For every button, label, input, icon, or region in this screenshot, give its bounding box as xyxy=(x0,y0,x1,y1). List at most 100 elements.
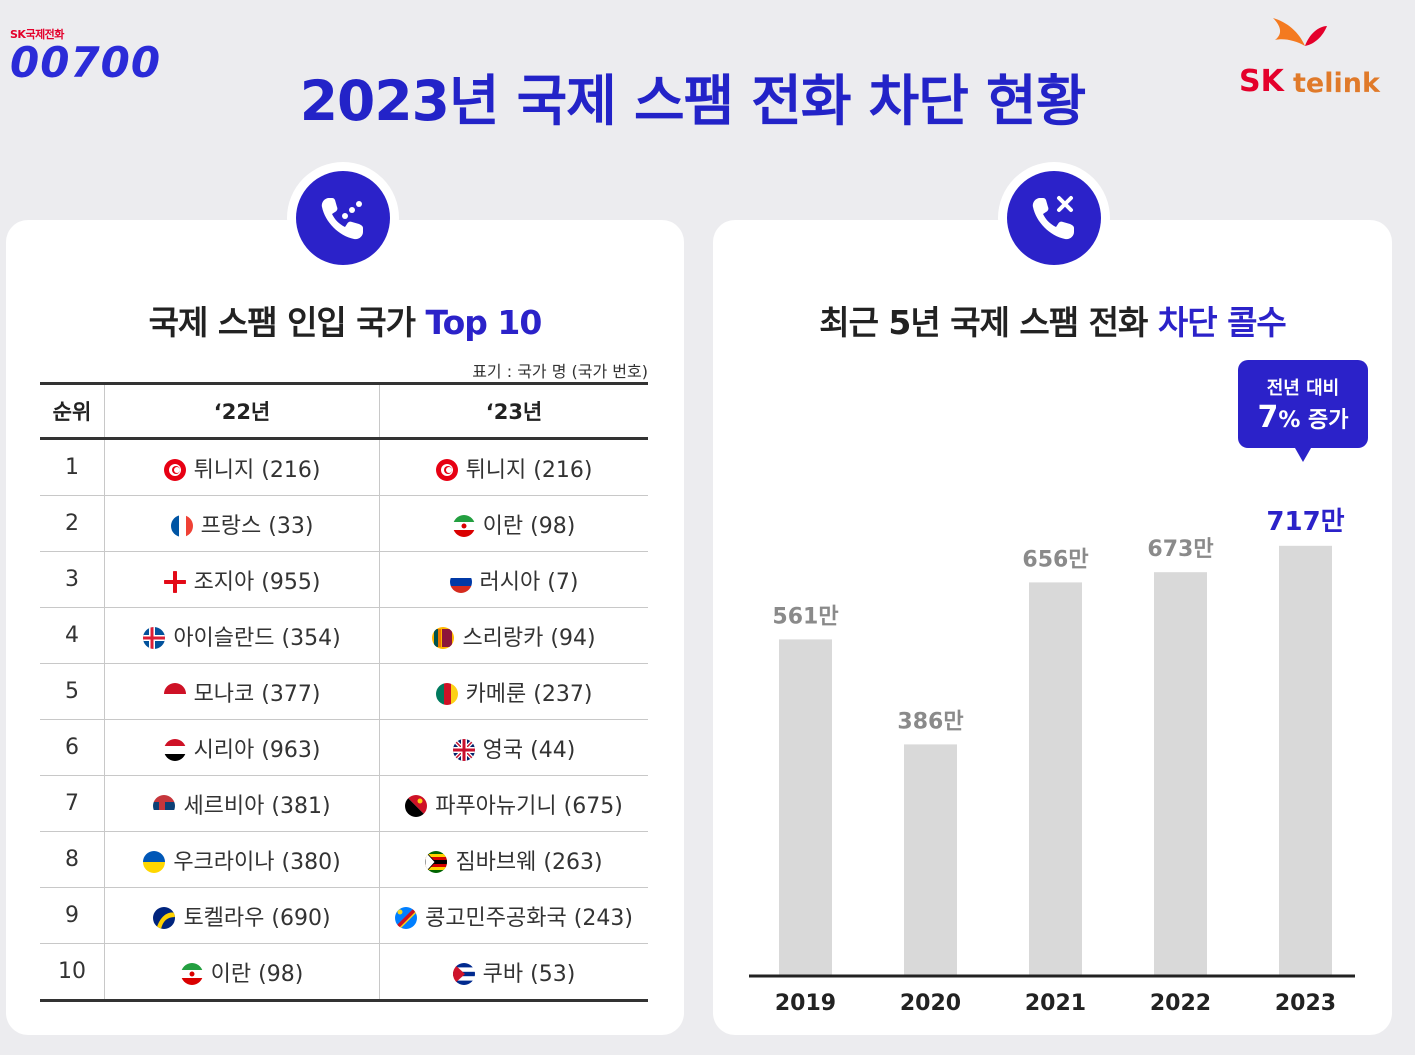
bar-2022 xyxy=(1154,572,1207,976)
data-label-2020: 386만 xyxy=(897,709,963,734)
table-row: 5 모나코 (377) 카메룬 (237) xyxy=(40,663,648,720)
country-2023-label: 파푸아뉴기니 (675) xyxy=(435,793,623,819)
country-2022-label: 토켈라우 (690) xyxy=(183,905,331,931)
phone-dots-icon xyxy=(321,198,363,240)
phone-dots-badge xyxy=(287,162,399,274)
phone-blocked-icon xyxy=(1032,196,1074,240)
country-2022-cell: 세르비아 (381) xyxy=(104,775,380,832)
ukraine-flag-icon xyxy=(143,850,166,873)
country-2022-cell: 시리아 (963) xyxy=(104,719,380,776)
bar-2023 xyxy=(1279,545,1332,976)
notation-note: 표기 : 국가 명 (국가 번호) xyxy=(472,362,648,381)
russia-flag-icon xyxy=(449,570,472,593)
country-2022-label: 이란 (98) xyxy=(210,961,304,987)
rank-cell: 3 xyxy=(40,551,105,608)
brand-telink-text: telink xyxy=(1293,68,1380,99)
rank-cell: 2 xyxy=(40,495,105,552)
callout-pct: 7 xyxy=(1257,400,1279,435)
country-2023-label: 카메룬 (237) xyxy=(465,681,593,707)
country-2022-cell: 토켈라우 (690) xyxy=(104,887,380,944)
country-2023-label: 이란 (98) xyxy=(482,513,576,539)
bar-2019 xyxy=(779,639,832,976)
table-row: 7 세르비아 (381) 파푸아뉴기니 (675) xyxy=(40,775,648,832)
page-title: 2023년 국제 스팸 전화 차단 현황 xyxy=(299,69,1086,133)
blocked-title-main: 최근 5년 국제 스팸 전화 xyxy=(819,303,1158,342)
brand-number: 00700 xyxy=(10,38,162,87)
top10-title: 국제 스팸 인입 국가 Top 10 xyxy=(6,296,684,344)
ranking-header-row: 순위 ‘22년 ‘23년 xyxy=(40,382,648,440)
table-row: 2 프랑스 (33) 이란 (98) xyxy=(40,495,648,552)
header-2022: ‘22년 xyxy=(104,382,380,440)
country-2023-cell: 카메룬 (237) xyxy=(379,663,648,720)
bar-2021 xyxy=(1029,582,1082,976)
tunisia-flag-icon xyxy=(435,458,458,481)
country-2023-cell: 쿠바 (53) xyxy=(379,943,648,1002)
zimbabwe-flag-icon xyxy=(425,850,448,873)
brand-sk-text: SK xyxy=(1239,64,1284,99)
table-row: 8 우크라이나 (380) 짐바브웨 (263) xyxy=(40,831,648,888)
country-2023-cell: 콩고민주공화국 (243) xyxy=(379,887,648,944)
png-flag-icon xyxy=(405,794,428,817)
country-2023-cell: 파푸아뉴기니 (675) xyxy=(379,775,648,832)
blocked-calls-bar-chart: 561만 2019 386만 2020 656만 2021 673만 2022 717만 2023 xyxy=(749,507,1355,1016)
header-rank: 순위 xyxy=(40,382,105,440)
rank-cell: 4 xyxy=(40,607,105,664)
callout-line1: 전년 대비 xyxy=(1266,378,1340,399)
country-2023-label: 튀니지 (216) xyxy=(465,457,593,483)
rank-cell: 10 xyxy=(40,943,105,1002)
country-2022-label: 아이슬란드 (354) xyxy=(173,625,341,651)
country-2022-label: 시리아 (963) xyxy=(193,737,321,763)
x-tick-2023: 2023 xyxy=(1275,991,1336,1016)
country-2023-cell: 튀니지 (216) xyxy=(379,438,648,496)
sk-00700-logo: SK국제전화 00700 xyxy=(10,26,161,84)
country-2023-cell: 짐바브웨 (263) xyxy=(379,831,648,888)
callout-line2: 7% 증가 xyxy=(1238,400,1368,439)
syria-flag-icon xyxy=(163,738,186,761)
data-label-2022: 673만 xyxy=(1147,537,1213,562)
cameroon-flag-icon xyxy=(435,682,458,705)
country-2022-label: 모나코 (377) xyxy=(193,681,321,707)
bar-2020 xyxy=(904,744,957,976)
country-2022-cell: 프랑스 (33) xyxy=(104,495,380,552)
iran-flag-icon xyxy=(180,962,203,985)
tokelau-flag-icon xyxy=(153,906,176,929)
country-2023-cell: 스리랑카 (94) xyxy=(379,607,648,664)
iceland-flag-icon xyxy=(143,626,166,649)
data-label-2019: 561만 xyxy=(772,604,838,629)
table-row: 1 튀니지 (216) 튀니지 (216) xyxy=(40,438,648,496)
georgia-flag-icon xyxy=(163,570,186,593)
blocked-calls-title: 최근 5년 국제 스팸 전화 차단 콜수 xyxy=(713,296,1392,344)
sk-telink-logo: SK telink xyxy=(1237,16,1387,99)
france-flag-icon xyxy=(170,514,193,537)
country-2022-cell: 아이슬란드 (354) xyxy=(104,607,380,664)
table-row: 10 이란 (98) 쿠바 (53) xyxy=(40,943,648,1002)
country-2022-label: 프랑스 (33) xyxy=(200,513,314,539)
ranking-table: 순위 ‘22년 ‘23년 1 튀니지 (216) 튀니지 (216) 2 프랑스 (33… xyxy=(40,382,648,1002)
rank-cell: 1 xyxy=(40,438,105,496)
data-label-2021: 656만 xyxy=(1022,547,1088,572)
country-2023-label: 영국 (44) xyxy=(482,737,576,763)
rank-cell: 7 xyxy=(40,775,105,832)
x-tick-2022: 2022 xyxy=(1150,991,1211,1016)
country-2022-cell: 조지아 (955) xyxy=(104,551,380,608)
table-row: 6 시리아 (963) 영국 (44) xyxy=(40,719,648,776)
monaco-flag-icon xyxy=(163,682,186,705)
country-2023-cell: 이란 (98) xyxy=(379,495,648,552)
table-row: 4 아이슬란드 (354) 스리랑카 (94) xyxy=(40,607,648,664)
rank-cell: 9 xyxy=(40,887,105,944)
data-label-2023: 717만 xyxy=(1266,507,1344,537)
country-2022-label: 튀니지 (216) xyxy=(193,457,321,483)
country-2023-label: 쿠바 (53) xyxy=(482,961,576,987)
brand-sub-label: SK국제전화 xyxy=(10,28,64,41)
rank-cell: 8 xyxy=(40,831,105,888)
top10-title-highlight: Top 10 xyxy=(425,303,543,342)
country-2023-label: 스리랑카 (94) xyxy=(462,625,596,651)
country-2023-label: 짐바브웨 (263) xyxy=(455,849,603,875)
country-2023-cell: 러시아 (7) xyxy=(379,551,648,608)
x-tick-2021: 2021 xyxy=(1025,991,1086,1016)
table-row: 3 조지아 (955) 러시아 (7) xyxy=(40,551,648,608)
country-2022-cell: 튀니지 (216) xyxy=(104,438,380,496)
rank-cell: 5 xyxy=(40,663,105,720)
country-2022-cell: 우크라이나 (380) xyxy=(104,831,380,888)
drc-flag-icon xyxy=(395,906,418,929)
